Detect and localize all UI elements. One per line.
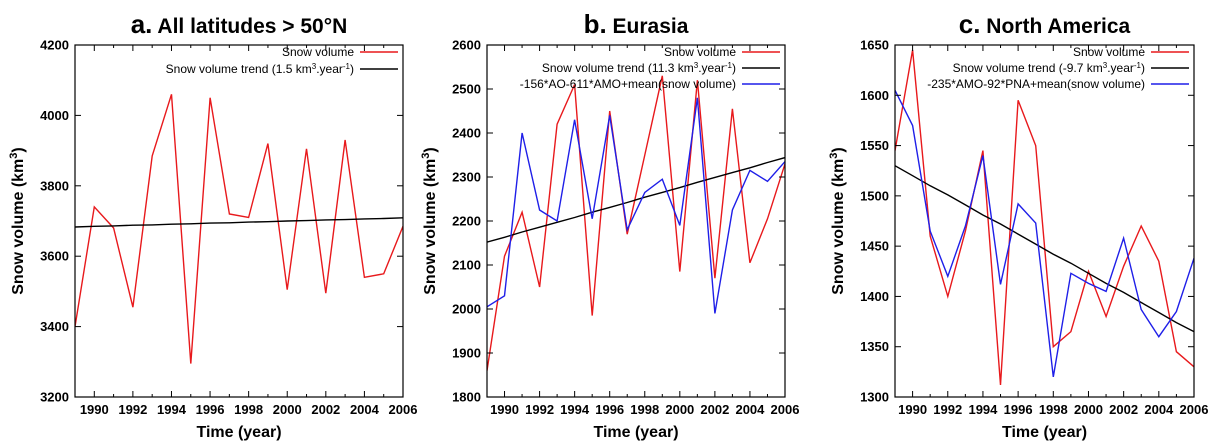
x-tick-label: 1992 (525, 402, 554, 417)
x-axis-label: Time (year) (593, 424, 678, 441)
y-tick-label: 1500 (860, 188, 889, 203)
x-tick-label: 2004 (1144, 402, 1174, 417)
x-tick-label: 2002 (1109, 402, 1138, 417)
y-tick-label: 1450 (860, 239, 889, 254)
chart-panel-1: b. Eurasia 1990 1992 1994 1996 1998 2000 2002 20… (420, 9, 799, 441)
x-tick-label: 1990 (80, 402, 109, 417)
x-tick-label: 1994 (157, 402, 187, 417)
y-tick-label: 3200 (40, 390, 69, 405)
panel-title: Eurasia (607, 15, 689, 38)
y-tick-label: 4200 (40, 38, 69, 53)
chart-title: a. All latitudes > 50°N (131, 9, 348, 39)
series-line-0 (895, 49, 1194, 385)
legend-label: -156*AO-611*AMO+mean(snow volume) (520, 77, 736, 91)
y-tick-label: 1600 (860, 88, 889, 103)
x-tick-label: 2002 (700, 402, 729, 417)
x-tick-label: 2004 (350, 402, 380, 417)
y-tick-label: 1550 (860, 138, 889, 153)
panel-letter: b. (584, 9, 607, 39)
x-tick-label: 1990 (898, 402, 927, 417)
x-tick-label: 1992 (933, 402, 962, 417)
legend-label: Snow volume trend (1.5 km3.year-1) (166, 62, 354, 77)
x-axis-label: Time (year) (196, 424, 281, 441)
y-tick-label: 2500 (452, 82, 481, 97)
x-tick-label: 2006 (1180, 402, 1209, 417)
x-tick-label: 1996 (595, 402, 624, 417)
x-tick-label: 2000 (1074, 402, 1103, 417)
x-tick-label: 2004 (735, 402, 765, 417)
panel-letter: c. (959, 9, 981, 39)
x-tick-label: 2006 (771, 402, 800, 417)
plot-frame (894, 44, 1195, 398)
legend-label: Snow volume (1073, 45, 1145, 59)
plot-frame (486, 44, 786, 398)
x-tick-label: 1998 (1039, 402, 1068, 417)
legend-label: Snow volume trend (11.3 km3.year-1) (542, 61, 736, 76)
x-tick-label: 2000 (665, 402, 694, 417)
x-tick-label: 1992 (118, 402, 147, 417)
y-tick-label: 1400 (860, 289, 889, 304)
y-tick-label: 3800 (40, 178, 69, 193)
series-line-1 (487, 156, 785, 243)
x-tick-label: 1990 (490, 402, 519, 417)
series-line-2 (487, 97, 785, 314)
y-tick-label: 4000 (40, 108, 69, 123)
y-tick-label: 1350 (860, 339, 889, 354)
y-tick-label: 2000 (452, 302, 481, 317)
y-axis-label: Snow volume (km3) (828, 147, 847, 294)
chart-panel-0: a. All latitudes > 50°N 1990 1992 1994 1996 1… (8, 9, 417, 441)
y-tick-label: 1300 (860, 390, 889, 405)
x-tick-label: 1998 (630, 402, 659, 417)
y-tick-label: 3600 (40, 249, 69, 264)
x-tick-label: 2000 (273, 402, 302, 417)
y-axis-label: Snow volume (km3) (420, 147, 439, 294)
series-line-0 (487, 75, 785, 371)
chart-title: b. Eurasia (584, 9, 689, 39)
series-line-1 (895, 165, 1194, 333)
x-axis-label: Time (year) (1002, 424, 1087, 441)
y-tick-label: 1650 (860, 38, 889, 53)
legend-label: Snow volume (282, 45, 354, 59)
chart-panel-2: c. North America 1990 1992 1994 1996 1998 2000… (828, 9, 1208, 441)
y-tick-label: 3400 (40, 319, 69, 334)
legend-label: -235*AMO-92*PNA+mean(snow volume) (927, 77, 1145, 91)
chart-title: c. North America (959, 9, 1131, 39)
x-tick-label: 1994 (560, 402, 590, 417)
x-tick-label: 1996 (196, 402, 225, 417)
x-tick-label: 1994 (968, 402, 998, 417)
panel-title: All latitudes > 50°N (152, 15, 347, 38)
panel-letter: a. (131, 9, 153, 39)
series-line-0 (75, 94, 403, 364)
y-tick-label: 2100 (452, 258, 481, 273)
x-tick-label: 1998 (234, 402, 263, 417)
legend-label: Snow volume (664, 45, 736, 59)
series-line-2 (895, 89, 1194, 378)
plot-frame (74, 44, 404, 398)
y-tick-label: 2200 (452, 214, 481, 229)
y-tick-label: 2400 (452, 126, 481, 141)
legend-label: Snow volume trend (-9.7 km3.year-1) (953, 61, 1145, 76)
y-axis-label: Snow volume (km3) (8, 147, 27, 294)
y-tick-label: 1800 (452, 390, 481, 405)
x-tick-label: 2002 (311, 402, 340, 417)
series-line-1 (75, 217, 403, 228)
y-tick-label: 1900 (452, 346, 481, 361)
x-tick-label: 2006 (389, 402, 418, 417)
x-tick-label: 1996 (1004, 402, 1033, 417)
panel-title: North America (980, 15, 1130, 38)
y-tick-label: 2600 (452, 38, 481, 53)
y-tick-label: 2300 (452, 170, 481, 185)
